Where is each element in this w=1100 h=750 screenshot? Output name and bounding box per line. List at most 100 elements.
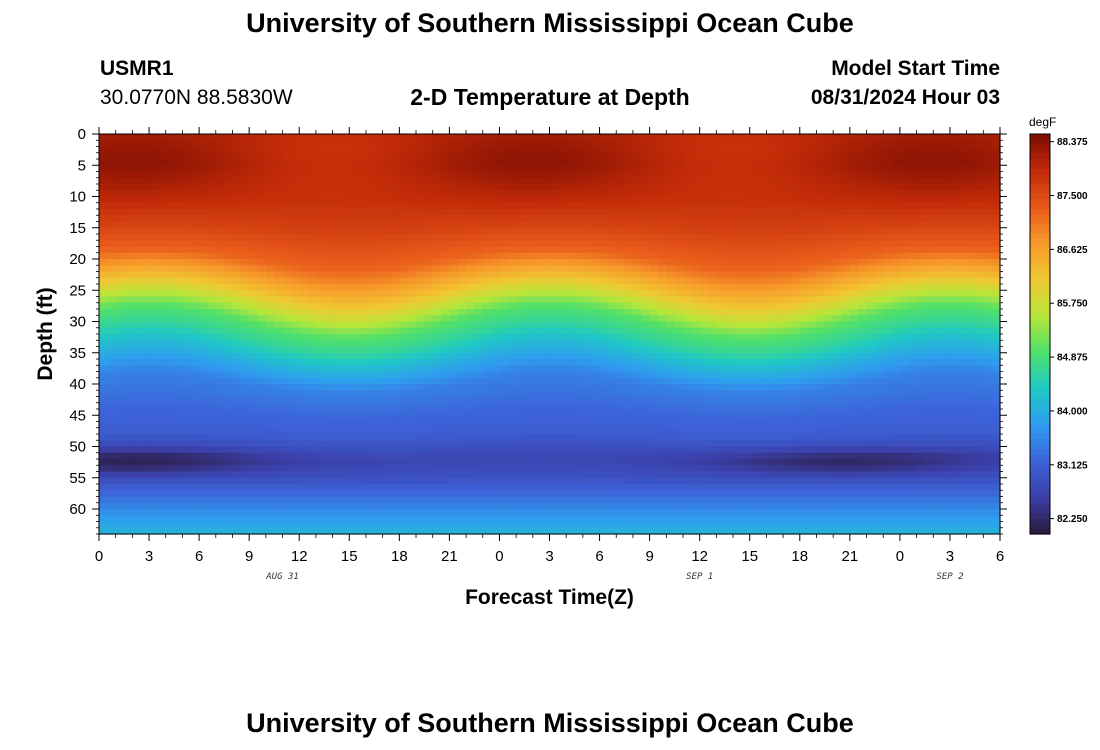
- heatmap-cell: [457, 302, 467, 310]
- heatmap-cell: [340, 365, 350, 373]
- heatmap-cell: [282, 402, 292, 410]
- heatmap-cell: [99, 309, 108, 316]
- heatmap-cell: [649, 284, 659, 291]
- heatmap-cell: [733, 334, 742, 341]
- heatmap-cell: [157, 152, 167, 160]
- heatmap-cell: [324, 234, 334, 241]
- heatmap-cell: [532, 327, 542, 335]
- heatmap-cell: [365, 134, 375, 141]
- heatmap-cell: [708, 334, 717, 341]
- heatmap-cell: [566, 515, 576, 523]
- heatmap-cell: [632, 146, 642, 154]
- heatmap-cell: [307, 146, 317, 154]
- heatmap-cell: [199, 140, 209, 148]
- heatmap-cell: [257, 152, 267, 160]
- heatmap-cell: [724, 315, 734, 323]
- heatmap-cell: [265, 296, 275, 304]
- heatmap-cell: [449, 259, 459, 266]
- heatmap-cell: [340, 409, 350, 416]
- heatmap-cell: [532, 446, 542, 454]
- heatmap-cell: [365, 446, 375, 454]
- heatmap-cell: [432, 359, 442, 366]
- heatmap-cell: [240, 396, 250, 404]
- heatmap-cell: [708, 371, 717, 379]
- heatmap-cell: [249, 334, 259, 341]
- heatmap-cell: [499, 509, 509, 516]
- heatmap-cell: [666, 515, 676, 523]
- heatmap-cell: [682, 177, 692, 185]
- heatmap-cell: [624, 152, 634, 160]
- heatmap-cell: [274, 227, 284, 235]
- heatmap-cell: [307, 346, 317, 354]
- heatmap-cell: [482, 446, 492, 454]
- heatmap-cell: [432, 284, 442, 291]
- heatmap-cell: [657, 196, 667, 204]
- heatmap-cell: [449, 290, 459, 298]
- heatmap-cell: [249, 290, 259, 298]
- heatmap-cell: [524, 415, 534, 423]
- heatmap-cell: [416, 290, 425, 298]
- heatmap-cell: [657, 471, 667, 479]
- heatmap-cell: [682, 396, 692, 404]
- heatmap-cell: [265, 252, 275, 260]
- heatmap-cell: [357, 140, 367, 148]
- heatmap-cell: [232, 496, 242, 504]
- heatmap-cell: [232, 246, 242, 254]
- heatmap-cell: [507, 171, 517, 179]
- heatmap-cell: [207, 427, 217, 435]
- heatmap-cell: [290, 209, 300, 216]
- heatmap-cell: [574, 346, 584, 354]
- heatmap-cell: [140, 165, 150, 173]
- heatmap-cell: [299, 496, 309, 504]
- heatmap-cell: [424, 371, 434, 379]
- heatmap-cell: [474, 271, 484, 279]
- heatmap-cell: [332, 471, 342, 479]
- heatmap-cell: [107, 234, 117, 241]
- heatmap-cell: [457, 221, 467, 229]
- heatmap-cell: [457, 140, 467, 148]
- heatmap-cell: [365, 465, 375, 473]
- heatmap-cell: [599, 302, 609, 310]
- heatmap-cell: [340, 140, 350, 148]
- heatmap-cell: [674, 196, 684, 204]
- heatmap-cell: [674, 465, 684, 473]
- heatmap-cell: [290, 359, 300, 366]
- heatmap-cell: [149, 134, 158, 141]
- heatmap-cell: [390, 384, 400, 391]
- heatmap-cell: [566, 296, 576, 304]
- heatmap-cell: [624, 184, 634, 191]
- heatmap-cell: [607, 134, 617, 141]
- heatmap-cell: [340, 465, 350, 473]
- heatmap-cell: [449, 409, 459, 416]
- heatmap-cell: [190, 240, 200, 248]
- heatmap-cell: [599, 459, 609, 466]
- heatmap-cell: [349, 509, 359, 516]
- heatmap-cell: [632, 515, 642, 523]
- heatmap-cell: [624, 446, 634, 454]
- heatmap-cell: [591, 390, 601, 398]
- heatmap-cell: [599, 196, 609, 204]
- heatmap-cell: [549, 215, 559, 223]
- heatmap-cell: [299, 202, 309, 210]
- heatmap-cell: [607, 402, 617, 410]
- heatmap-cell: [399, 134, 409, 141]
- heatmap-cell: [399, 502, 409, 510]
- heatmap-cell: [324, 359, 334, 366]
- heatmap-cell: [390, 202, 400, 210]
- heatmap-cell: [499, 171, 509, 179]
- heatmap-cell: [107, 190, 117, 198]
- heatmap-cell: [349, 484, 359, 491]
- heatmap-cell: [516, 146, 526, 154]
- heatmap-cell: [182, 471, 192, 479]
- heatmap-cell: [407, 459, 417, 466]
- heatmap-cell: [507, 502, 517, 510]
- heatmap-cell: [733, 371, 742, 379]
- heatmap-cell: [674, 359, 684, 366]
- heatmap-cell: [182, 421, 192, 429]
- heatmap-cell: [674, 290, 684, 298]
- heatmap-cell: [249, 177, 259, 185]
- heatmap-cell: [474, 471, 484, 479]
- heatmap-cell: [224, 259, 234, 266]
- heatmap-cell: [257, 140, 267, 148]
- heatmap-cell: [499, 309, 509, 316]
